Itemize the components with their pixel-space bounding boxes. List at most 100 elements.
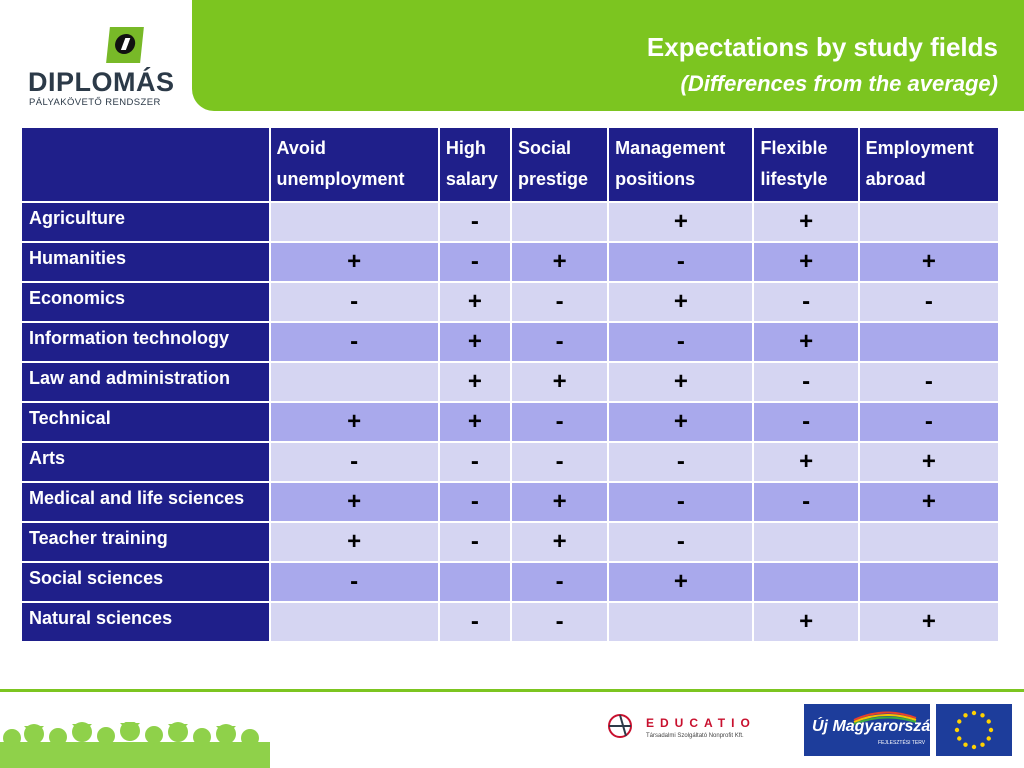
- table-corner-cell: [22, 128, 269, 201]
- eu-star-icon: [980, 713, 985, 718]
- table-cell: +: [270, 523, 438, 561]
- table-cell: +: [609, 403, 753, 441]
- table-cell: +: [609, 563, 753, 601]
- table-body: Agriculture - + + Humanities + - + - + + Economics -…: [22, 203, 998, 641]
- table-cell: -: [609, 243, 753, 281]
- row-label: Natural sciences: [22, 603, 269, 641]
- column-header: High salary: [439, 128, 510, 201]
- table-cell: -: [511, 323, 608, 361]
- table-cell: +: [754, 243, 858, 281]
- table-cell: +: [859, 443, 998, 481]
- eu-star-icon: [980, 742, 985, 747]
- table-cell: -: [439, 203, 510, 241]
- column-header: Flexible lifestyle: [754, 128, 858, 201]
- row-label: Social sciences: [22, 563, 269, 601]
- table-cell: -: [754, 483, 858, 521]
- eu-star-icon: [963, 742, 968, 747]
- table-cell: +: [754, 603, 858, 641]
- eu-star-icon: [957, 719, 962, 724]
- table-cell: -: [609, 523, 753, 561]
- table-cell: -: [754, 403, 858, 441]
- table-cell: +: [439, 403, 510, 441]
- educatio-subtitle: Társadalmi Szolgáltató Nonprofit Kft.: [646, 733, 744, 739]
- table-cell: +: [511, 483, 608, 521]
- table-cell: -: [270, 443, 438, 481]
- table-cell: -: [609, 483, 753, 521]
- table-row: Economics - + - + - -: [22, 283, 998, 321]
- table-row: Natural sciences - - + +: [22, 603, 998, 641]
- table-cell: [859, 563, 998, 601]
- column-header: Avoid unemployment: [270, 128, 438, 201]
- uj-magyarorszag-subtitle: FEJLESZTÉSI TERV: [878, 740, 926, 746]
- table-cell: -: [511, 283, 608, 321]
- table-cell: +: [270, 483, 438, 521]
- table-cell: [439, 563, 510, 601]
- table-cell: +: [270, 403, 438, 441]
- table-cell: -: [439, 243, 510, 281]
- table-cell: -: [439, 483, 510, 521]
- table-cell: [270, 363, 438, 401]
- eu-flag-icon: [936, 704, 1012, 756]
- table-cell: +: [511, 243, 608, 281]
- eu-star-icon: [986, 719, 991, 724]
- table-cell: -: [859, 403, 998, 441]
- table-cell: -: [439, 443, 510, 481]
- eu-star-icon: [986, 736, 991, 741]
- graduates-silhouette-icon: [0, 722, 270, 768]
- row-label: Information technology: [22, 323, 269, 361]
- table-row: Information technology - + - - +: [22, 323, 998, 361]
- logo-mark-icon: [106, 27, 144, 63]
- table-cell: +: [859, 603, 998, 641]
- table-cell: +: [754, 443, 858, 481]
- table-cell: [270, 603, 438, 641]
- table-cell: -: [754, 363, 858, 401]
- eu-star-icon: [963, 713, 968, 718]
- uj-magyarorszag-logo: Új Magyarország FEJLESZTÉSI TERV: [804, 704, 940, 756]
- table-cell: [859, 523, 998, 561]
- table-cell: -: [270, 323, 438, 361]
- table-cell: -: [270, 563, 438, 601]
- table-cell: -: [859, 283, 998, 321]
- eu-star-icon: [954, 727, 960, 733]
- table-cell: +: [609, 363, 753, 401]
- row-label: Law and administration: [22, 363, 269, 401]
- table-cell: -: [609, 443, 753, 481]
- table-cell: -: [511, 403, 608, 441]
- eu-star-icon: [957, 736, 962, 741]
- table-row: Agriculture - + +: [22, 203, 998, 241]
- table-cell: -: [439, 523, 510, 561]
- table-row: Social sciences - - +: [22, 563, 998, 601]
- table-cell: +: [439, 323, 510, 361]
- table-cell: [270, 203, 438, 241]
- table-cell: [609, 603, 753, 641]
- table-cell: +: [609, 283, 753, 321]
- rainbow-arc-icon: [853, 711, 917, 725]
- table-cell: +: [859, 243, 998, 281]
- row-label: Agriculture: [22, 203, 269, 241]
- table-cell: -: [511, 603, 608, 641]
- table-cell: +: [754, 323, 858, 361]
- table-row: Humanities + - + - + +: [22, 243, 998, 281]
- table-row: Technical + + - + - -: [22, 403, 998, 441]
- table-cell: [754, 523, 858, 561]
- table-row: Medical and life sciences + - + - - +: [22, 483, 998, 521]
- table-cell: [754, 563, 858, 601]
- page-subtitle: (Differences from the average): [680, 71, 999, 96]
- footer-divider: [0, 689, 1024, 692]
- table-cell: +: [270, 243, 438, 281]
- table-cell: -: [511, 563, 608, 601]
- table-cell: [859, 203, 998, 241]
- header-band: Expectations by study fields (Difference…: [192, 0, 1024, 111]
- table-cell: +: [439, 363, 510, 401]
- column-header: Employment abroad: [859, 128, 998, 201]
- eu-star-icon: [971, 744, 977, 750]
- row-label: Teacher training: [22, 523, 269, 561]
- table-cell: +: [511, 523, 608, 561]
- table-cell: [859, 323, 998, 361]
- row-label: Humanities: [22, 243, 269, 281]
- table-cell: +: [511, 363, 608, 401]
- page-title: Expectations by study fields: [646, 32, 998, 62]
- table-cell: +: [609, 203, 753, 241]
- diplomas-logo: DIPLOMÁS PÁLYAKÖVETŐ RENDSZER: [28, 27, 174, 109]
- uj-magyarorszag-title: Új Magyarország: [812, 718, 941, 735]
